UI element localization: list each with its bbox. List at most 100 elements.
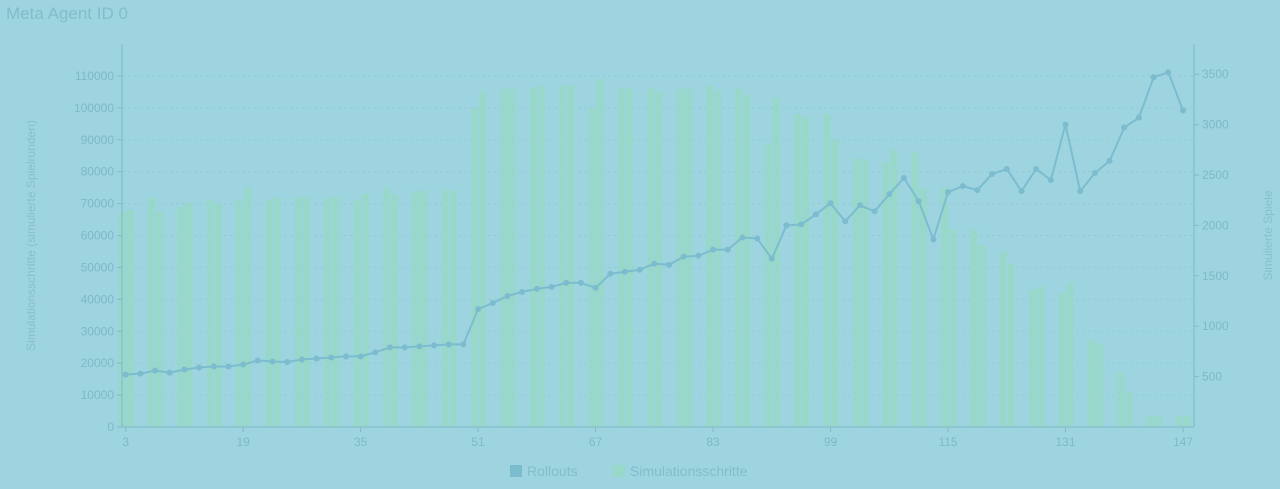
bar [273,197,281,427]
legend-label-simulationsschritte: Simulationsschritte [630,463,748,479]
rollouts-point [1077,188,1084,195]
rollouts-point [666,261,673,268]
y-tick-label-right: 3500 [1202,67,1229,81]
bar [177,206,185,427]
bar [588,107,596,427]
bar [353,200,361,427]
rollouts-point [607,270,614,277]
rollouts-point [298,356,305,363]
rollouts-point [489,300,496,307]
bar [1066,283,1074,427]
bar [559,85,567,427]
x-tick-label: 19 [236,435,250,449]
bar [567,85,575,427]
rollouts-point [783,222,790,229]
bar [441,190,449,427]
bar [302,197,310,427]
y-tick-label-left: 0 [107,420,114,434]
bar [617,88,625,427]
rollouts-point [254,357,261,364]
rollouts-point [754,235,761,242]
rollouts-point [504,292,511,299]
rollouts-point [886,191,893,198]
rollouts-point [724,246,731,253]
rollouts-point [225,363,232,370]
bar [479,91,487,427]
bar [383,187,390,427]
rollouts-point [1091,170,1098,177]
bar [919,187,927,427]
legend-label-rollouts: Rollouts [527,463,578,479]
bar [794,114,802,427]
y-tick-label-left: 70000 [81,197,115,211]
rollouts-point [739,234,746,241]
rollouts-point [122,371,129,378]
rollouts-point [548,283,555,290]
rollouts-point [945,189,952,196]
bar [735,88,743,427]
bar [941,187,949,427]
bar [126,209,134,427]
rollouts-point [695,252,702,259]
rollouts-point [196,364,203,371]
bar [185,203,193,427]
rollouts-point [768,255,775,262]
y-axis-title-right: Simulierte Spiele [1261,190,1275,280]
y-tick-label-left: 100000 [74,101,114,115]
rollouts-point [431,342,438,349]
rollouts-point [871,208,878,215]
bar [529,88,537,427]
x-tick-label: 115 [938,435,957,449]
bar [1037,286,1045,427]
rollouts-point [812,211,819,218]
rollouts-point [342,353,349,360]
rollouts-point [1121,124,1128,131]
bar [148,197,156,427]
bar [823,114,831,427]
bar [970,229,978,427]
rollouts-point [475,306,482,313]
rollouts-point [636,266,643,273]
rollouts-line [125,70,1184,376]
x-tick-label: 51 [471,435,485,449]
bar [508,88,516,427]
rollouts-point [798,221,805,228]
rollouts-point [1003,165,1010,172]
bar [764,142,772,428]
rollouts-point [827,200,834,207]
chart-title: Meta Agent ID 0 [6,4,128,23]
rollouts-point [856,202,863,209]
x-tick-label: 83 [706,435,720,449]
bar [978,245,986,427]
rollouts-point [1018,188,1025,195]
rollouts-point [372,349,379,356]
bar [412,190,420,427]
bar [244,187,252,427]
y-tick-label-left: 90000 [81,133,115,147]
bar [420,190,428,427]
y-tick-label-left: 110000 [75,69,114,83]
bar [743,95,751,428]
bar [1183,415,1191,427]
bar [236,200,244,427]
bar [706,85,714,427]
y-tick-label-right: 3000 [1202,118,1229,132]
y-tick-label-left: 40000 [81,292,115,306]
rollouts-point [416,343,423,350]
rollouts-point [592,284,599,291]
y-tick-label-right: 1000 [1202,319,1229,333]
legend-swatch-simulationsschritte [613,465,625,477]
bar [1125,391,1133,427]
bar [882,162,890,427]
y-tick-label-left: 20000 [81,356,115,370]
bar [852,158,860,427]
bar [214,203,222,427]
rollouts-point [152,367,159,374]
bar [1154,415,1162,427]
bar [831,139,839,427]
rollouts-point [621,268,628,275]
bar [265,200,273,427]
rollouts-point [387,344,393,351]
rollouts-point [1047,177,1054,184]
